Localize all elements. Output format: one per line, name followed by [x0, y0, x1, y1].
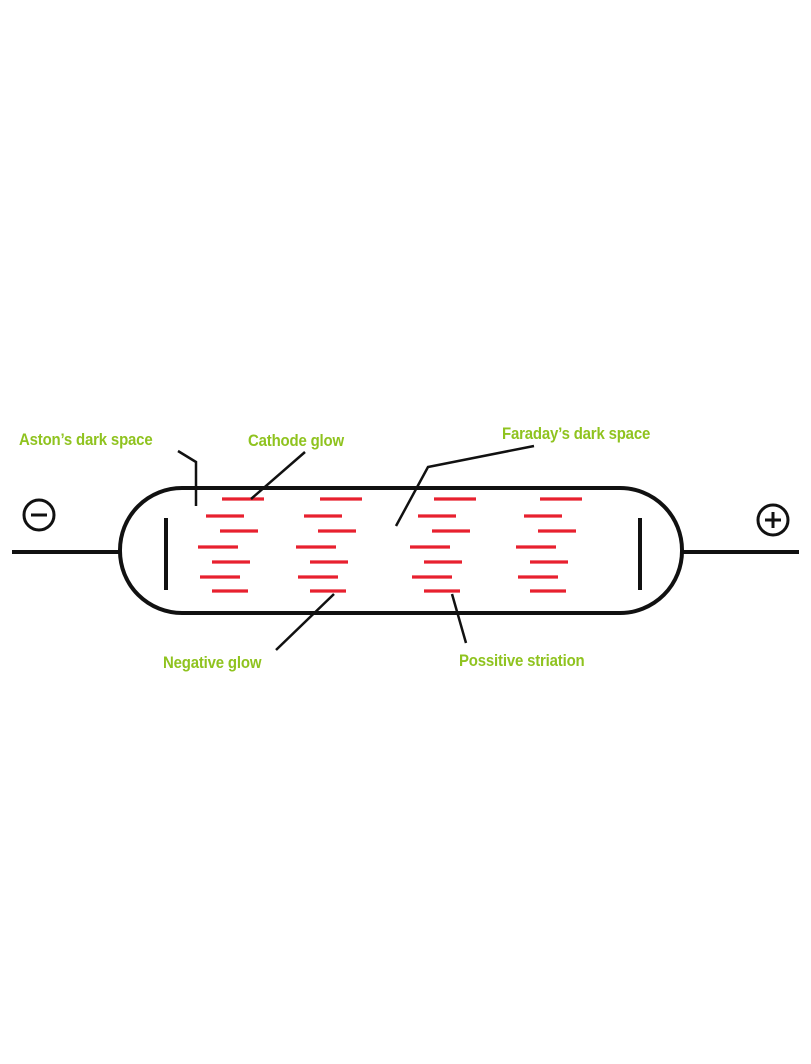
striations [198, 497, 582, 593]
cathode-glow-leader-line [250, 451, 306, 500]
faraday-leader-line [394, 444, 535, 527]
label-faradays-dark-space: Faraday’s dark space [502, 424, 651, 443]
label-negative-glow: Negative glow [163, 653, 262, 672]
minus-icon [22, 498, 56, 532]
positive-striation-leader-line [450, 593, 468, 644]
label-cathode-glow: Cathode glow [248, 431, 344, 450]
negative-glow-leader-line [275, 593, 335, 651]
discharge-tube [118, 486, 684, 615]
aston-leader-line [177, 449, 198, 506]
label-aston-dark-space: Aston’s dark space [19, 430, 153, 449]
label-positive-striation: Possitive striation [459, 651, 585, 670]
plus-icon [756, 503, 790, 537]
